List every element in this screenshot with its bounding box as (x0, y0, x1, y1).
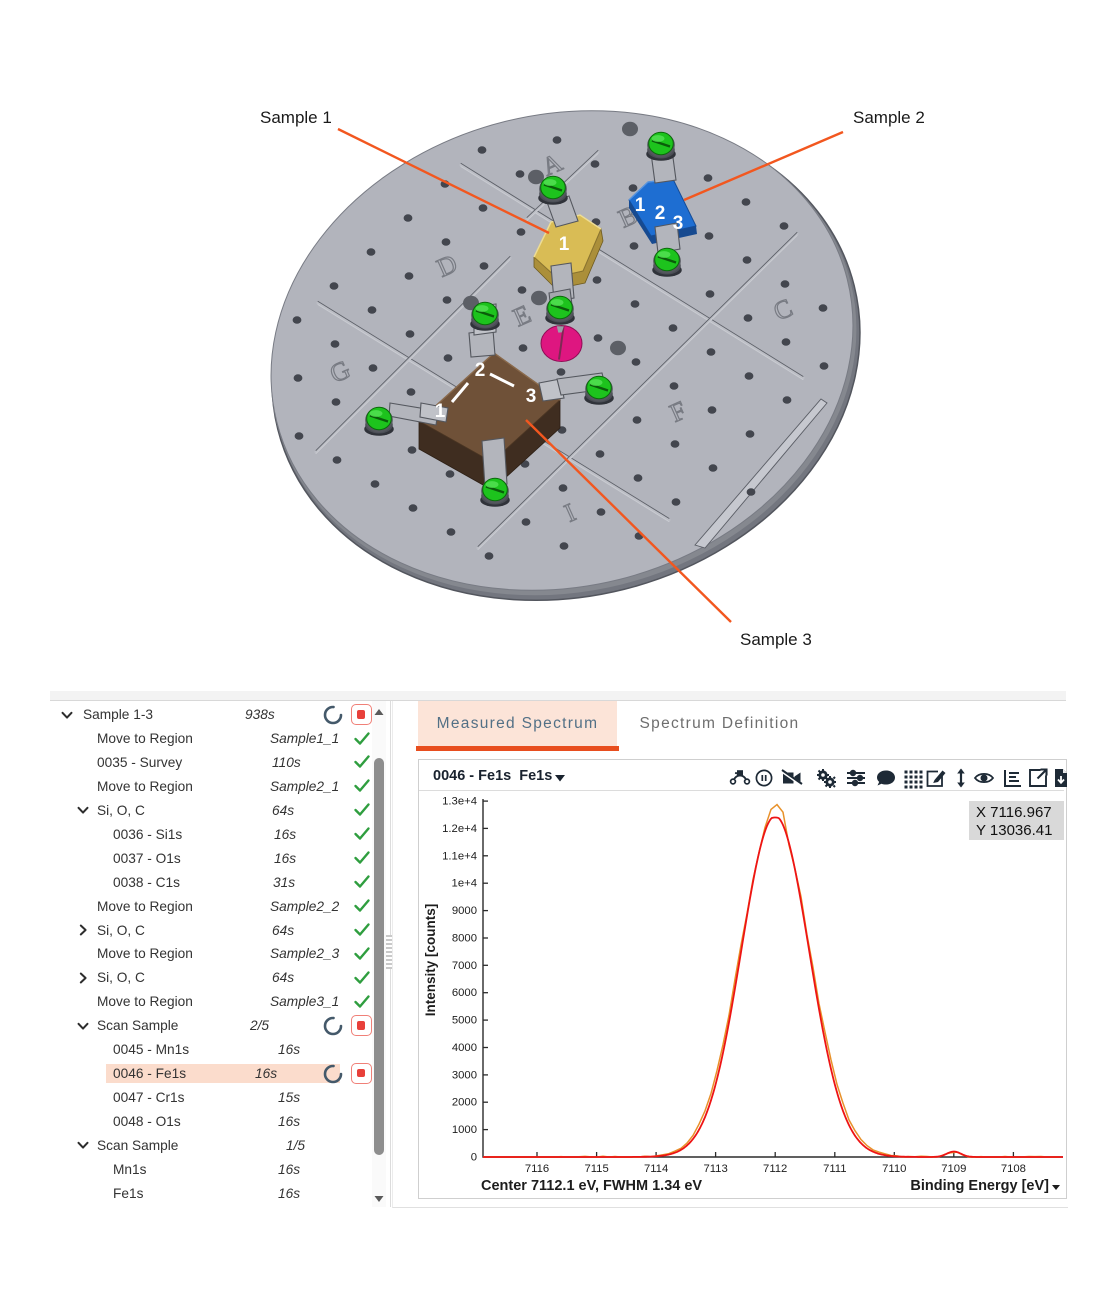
svg-text:7113: 7113 (703, 1163, 727, 1175)
svg-text:7114: 7114 (644, 1163, 668, 1175)
svg-text:4000: 4000 (452, 1042, 477, 1054)
svg-text:7112: 7112 (763, 1163, 787, 1175)
svg-text:3: 3 (673, 213, 684, 234)
svg-text:Center 7112.1 eV, FWHM 1.34 eV: Center 7112.1 eV, FWHM 1.34 eV (481, 1178, 702, 1194)
svg-text:8000: 8000 (452, 933, 477, 945)
svg-text:7109: 7109 (941, 1163, 966, 1175)
svg-text:7000: 7000 (452, 960, 477, 972)
svg-text:Sample 3: Sample 3 (740, 630, 812, 649)
svg-text:1000: 1000 (452, 1124, 477, 1136)
svg-text:7115: 7115 (584, 1163, 608, 1175)
svg-text:0: 0 (471, 1152, 477, 1164)
svg-text:1e+4: 1e+4 (452, 878, 477, 890)
svg-text:1.1e+4: 1.1e+4 (442, 850, 477, 862)
svg-text:1: 1 (435, 401, 446, 422)
svg-text:1.2e+4: 1.2e+4 (442, 823, 477, 835)
svg-text:1: 1 (559, 234, 570, 255)
svg-text:3000: 3000 (452, 1069, 477, 1081)
svg-text:2: 2 (655, 203, 666, 224)
svg-text:Binding Energy [eV]: Binding Energy [eV] (910, 1178, 1049, 1194)
svg-text:6000: 6000 (452, 987, 477, 999)
svg-text:7116: 7116 (525, 1163, 549, 1175)
svg-text:Sample 2: Sample 2 (853, 108, 925, 127)
svg-text:5000: 5000 (452, 1015, 477, 1027)
svg-text:X 7116.967: X 7116.967 (976, 804, 1052, 821)
svg-text:1.3e+4: 1.3e+4 (442, 796, 477, 808)
svg-text:7110: 7110 (882, 1163, 906, 1175)
svg-text:7111: 7111 (823, 1163, 846, 1175)
svg-text:1: 1 (635, 195, 646, 216)
svg-text:3: 3 (526, 386, 537, 407)
svg-text:2: 2 (475, 360, 486, 381)
svg-text:2000: 2000 (452, 1097, 477, 1109)
svg-text:Sample 1: Sample 1 (260, 108, 332, 127)
svg-text:Y 13036.41: Y 13036.41 (976, 822, 1052, 839)
svg-text:Intensity [counts]: Intensity [counts] (423, 904, 438, 1017)
svg-text:7108: 7108 (1001, 1163, 1026, 1175)
svg-text:9000: 9000 (452, 905, 477, 917)
